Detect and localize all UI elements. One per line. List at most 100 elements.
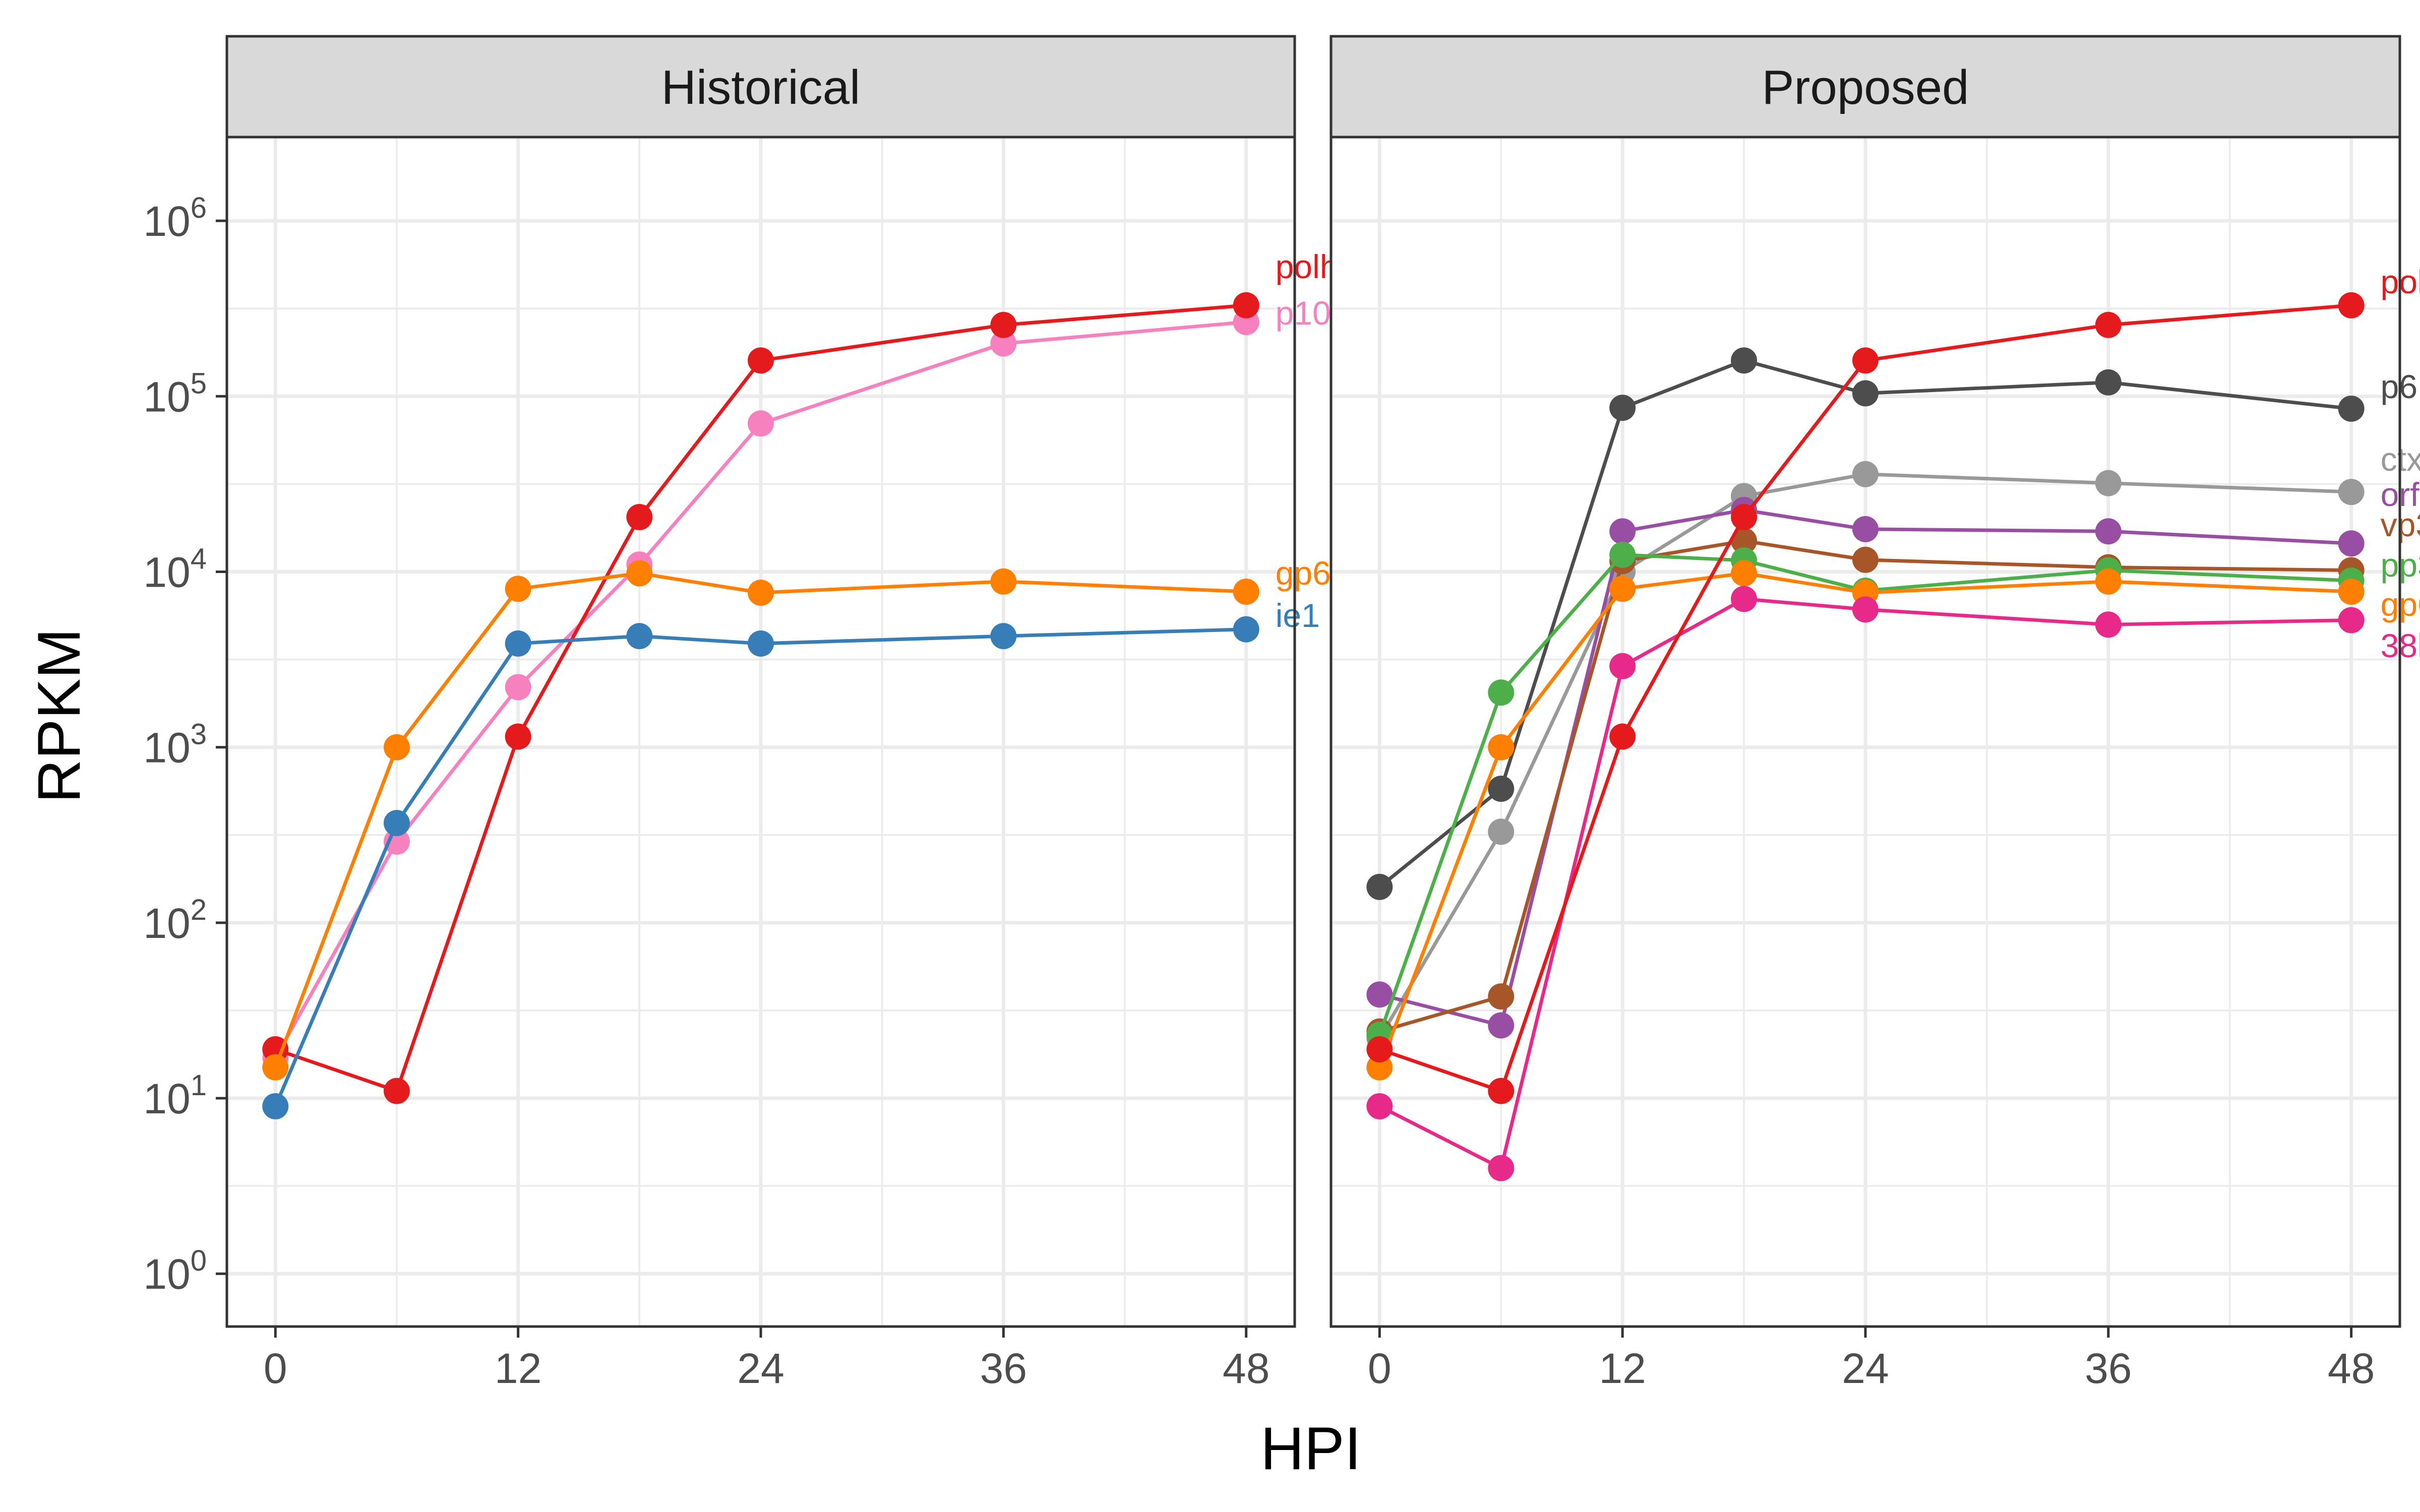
y-tick-label: 102 <box>143 894 207 947</box>
data-point-p6.9 <box>1731 347 1758 374</box>
data-point-pp31 <box>1609 541 1636 568</box>
data-point-38k <box>1488 1155 1515 1181</box>
strip-label: Proposed <box>1762 60 1969 114</box>
x-tick-label: 48 <box>1223 1345 1269 1392</box>
data-point-p10 <box>505 674 531 701</box>
data-point-38k <box>1731 586 1758 612</box>
series-ie1: ie1 <box>262 597 1320 1119</box>
data-point-ie1 <box>1233 616 1259 643</box>
y-tick-label: 104 <box>143 542 207 596</box>
data-point-polh <box>505 723 531 750</box>
data-point-polh <box>2338 292 2365 319</box>
data-point-orf75 <box>2338 530 2365 557</box>
data-point-p6.9 <box>2095 369 2122 396</box>
series-p6.9: p6.9 <box>1366 347 2420 900</box>
data-point-p6.9 <box>1366 873 1393 900</box>
data-point-38k <box>2095 611 2122 638</box>
data-point-gp64 <box>262 1054 289 1081</box>
data-point-p6.9 <box>2338 395 2365 422</box>
data-point-vp39 <box>1731 528 1758 554</box>
data-point-gp64 <box>2338 578 2365 605</box>
y-tick-label: 103 <box>143 718 207 772</box>
data-point-vp39 <box>1852 546 1879 573</box>
series-label-polh: polh <box>1276 248 1339 285</box>
data-point-p6.9 <box>1488 776 1515 802</box>
data-point-gp64 <box>1488 734 1515 761</box>
data-point-pp31 <box>1488 679 1515 706</box>
data-point-gp64 <box>1731 560 1758 587</box>
data-point-orf75 <box>1366 981 1393 1008</box>
x-tick-label: 0 <box>264 1345 287 1392</box>
x-tick-label: 36 <box>980 1345 1027 1392</box>
data-point-polh <box>990 311 1017 338</box>
data-point-gp64 <box>748 579 774 606</box>
series-label-p10: p10 <box>1276 294 1331 332</box>
data-point-orf75 <box>1488 1012 1515 1039</box>
data-point-polh <box>262 1036 289 1062</box>
x-tick-label: 24 <box>737 1345 784 1392</box>
data-point-polh <box>1233 292 1259 319</box>
data-point-ie1 <box>383 809 410 836</box>
x-axis-title: HPI <box>1260 1415 1361 1482</box>
data-point-vp39 <box>1488 983 1515 1010</box>
x-tick-label: 12 <box>495 1345 541 1392</box>
panels-layer: p10 polh gp64 ie1 Historical 0 12 24 36 48 100 101 1… <box>143 35 2420 1392</box>
data-point-orf75 <box>1852 516 1879 542</box>
data-point-ctx <box>1488 818 1515 845</box>
series-label-ie1: ie1 <box>1276 597 1320 634</box>
data-point-ctx <box>2095 470 2122 496</box>
data-point-ctx <box>2338 479 2365 506</box>
strip-label: Historical <box>661 60 861 114</box>
strip-background <box>1329 35 2401 139</box>
data-point-38k <box>1366 1093 1393 1119</box>
y-tick-label: 101 <box>143 1069 207 1122</box>
data-point-gp64 <box>990 568 1017 595</box>
data-point-gp64 <box>626 560 653 587</box>
panel-proposed: p6.9ctxorf75vp39pp31gp6438kpolhProposed0… <box>1329 35 2420 1392</box>
series-polh: polh <box>262 248 1339 1104</box>
data-point-polh <box>1731 503 1758 530</box>
data-point-ie1 <box>262 1093 289 1119</box>
data-point-38k <box>1609 653 1636 679</box>
data-point-polh <box>1488 1078 1515 1104</box>
data-point-polh <box>1366 1036 1393 1062</box>
series-gp64: gp64 <box>1366 560 2420 1081</box>
x-tick-label: 48 <box>2328 1345 2375 1392</box>
data-point-gp64 <box>2095 568 2122 595</box>
data-point-ie1 <box>626 623 653 650</box>
x-tick-label: 36 <box>2085 1345 2132 1392</box>
data-point-polh <box>626 503 653 530</box>
data-point-p6.9 <box>1852 380 1879 407</box>
data-point-gp64 <box>383 734 410 761</box>
data-point-orf75 <box>1609 518 1636 545</box>
data-point-polh <box>748 347 774 374</box>
data-point-orf75 <box>2095 518 2122 545</box>
y-tick-label: 106 <box>143 192 207 245</box>
data-point-polh <box>2095 311 2122 338</box>
y-tick-label: 105 <box>143 367 207 420</box>
data-point-ctx <box>1852 461 1879 487</box>
data-point-p10 <box>748 410 774 437</box>
data-point-ie1 <box>505 630 531 657</box>
series-38k: 38k <box>1366 586 2420 1181</box>
data-point-ie1 <box>748 630 774 657</box>
data-point-38k <box>2338 607 2365 634</box>
data-point-polh <box>1852 347 1879 374</box>
strip-background <box>225 35 1296 139</box>
data-point-polh <box>1609 723 1636 750</box>
data-point-gp64 <box>1366 1054 1393 1081</box>
data-point-38k <box>1852 596 1879 623</box>
data-point-p6.9 <box>1609 395 1636 421</box>
data-point-gp64 <box>1233 578 1259 605</box>
data-point-p10 <box>990 330 1017 357</box>
data-point-polh <box>383 1078 410 1104</box>
data-point-ie1 <box>990 623 1017 650</box>
data-point-gp64 <box>1609 576 1636 602</box>
y-axis-title: RPKM <box>25 628 93 803</box>
x-tick-label: 24 <box>1842 1345 1889 1392</box>
x-tick-label: 12 <box>1599 1345 1646 1392</box>
data-point-gp64 <box>505 576 531 602</box>
y-tick-label: 100 <box>143 1244 207 1298</box>
